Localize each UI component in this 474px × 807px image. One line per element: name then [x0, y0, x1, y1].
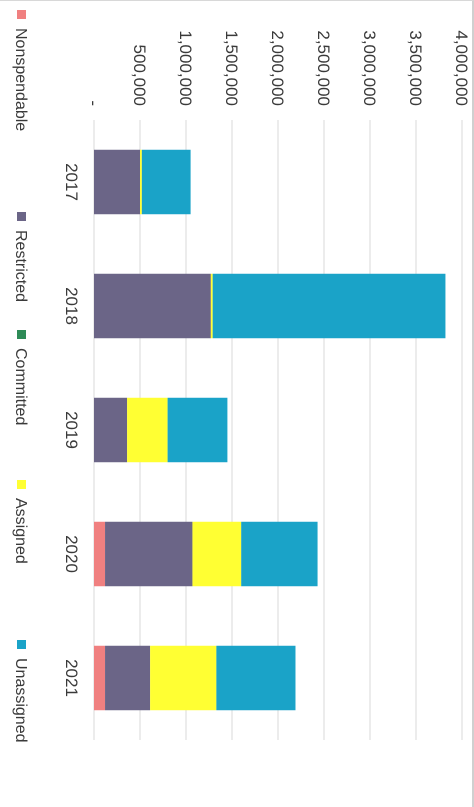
- bar-segment-assigned: [192, 521, 242, 587]
- bar-segment-restricted: [94, 273, 211, 339]
- bar-segment-assigned: [139, 149, 142, 215]
- y-tick-label: 2,500,000: [314, 30, 333, 106]
- bar-segment-assigned: [150, 645, 217, 711]
- legend-label-nonspendable: Nonspendable: [12, 28, 29, 131]
- legend-label-assigned: Assigned: [12, 498, 29, 564]
- bar-segment-assigned: [127, 397, 168, 463]
- bar-segment-unassigned: [216, 645, 296, 711]
- y-tick-label: 4,000,000: [452, 30, 471, 106]
- legend-swatch-restricted: [17, 212, 26, 221]
- bars: [93, 149, 446, 711]
- y-tick-label: -: [84, 100, 103, 106]
- x-category-label: 2017: [62, 163, 81, 201]
- bar-segment-restricted: [93, 397, 128, 463]
- y-tick-label: 500,000: [130, 45, 149, 106]
- bar-segment-restricted: [105, 645, 151, 711]
- bar-segment-unassigned: [212, 273, 446, 339]
- x-axis-category-labels: 2017 2018 2019 2020 2021: [62, 163, 81, 697]
- legend-swatch-unassigned: [17, 640, 26, 649]
- y-tick-label: 1,000,000: [176, 30, 195, 106]
- y-axis-tick-labels: - 500,000 1,000,000 1,500,000 2,000,000 2,500…: [84, 30, 471, 106]
- legend-swatch-assigned: [17, 480, 26, 489]
- legend: Nonspendable Restricted Committed Assigned U…: [12, 10, 29, 743]
- bar-segment-restricted: [105, 521, 193, 587]
- x-category-label: 2019: [62, 411, 81, 449]
- legend-label-committed: Committed: [12, 348, 29, 425]
- bar-segment-assigned: [210, 273, 213, 339]
- x-category-label: 2020: [62, 535, 81, 573]
- bar-segment-nonspendable: [94, 521, 106, 587]
- legend-swatch-committed: [17, 330, 26, 339]
- bar-segment-restricted: [94, 149, 140, 215]
- y-tick-label: 3,000,000: [360, 30, 379, 106]
- legend-swatch-nonspendable: [17, 10, 26, 19]
- y-tick-label: 3,500,000: [406, 30, 425, 106]
- x-category-label: 2018: [62, 287, 81, 325]
- bar-segment-nonspendable: [94, 645, 106, 711]
- y-tick-label: 2,000,000: [268, 30, 287, 106]
- x-category-label: 2021: [62, 659, 81, 697]
- legend-label-unassigned: Unassigned: [12, 658, 29, 743]
- legend-label-restricted: Restricted: [12, 230, 29, 302]
- bar-segment-unassigned: [167, 397, 228, 463]
- bar-segment-unassigned: [241, 521, 318, 587]
- y-tick-label: 1,500,000: [222, 30, 241, 106]
- bar-segment-unassigned: [141, 149, 191, 215]
